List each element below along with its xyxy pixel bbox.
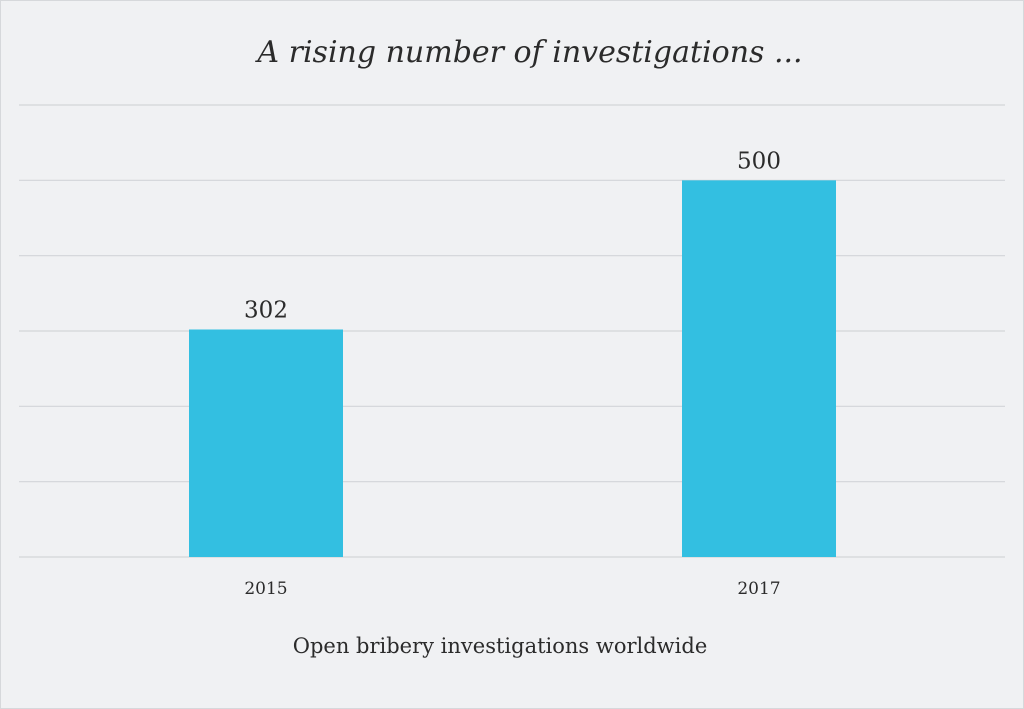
data-labels: 302 500 (244, 148, 781, 323)
bars (189, 180, 836, 558)
x-axis-title: Open bribery investigations worldwide (293, 634, 708, 658)
bar-2015 (189, 329, 343, 557)
gridlines (19, 104, 1005, 558)
x-tick-labels: 2015 2017 (244, 579, 780, 599)
data-label-2017: 500 (737, 148, 781, 174)
bar-2017 (682, 180, 836, 558)
x-tick-label-2015: 2015 (244, 579, 287, 599)
chart-title: A rising number of investigations ... (254, 35, 802, 70)
data-label-2015: 302 (244, 297, 288, 323)
x-tick-label-2017: 2017 (737, 579, 780, 599)
